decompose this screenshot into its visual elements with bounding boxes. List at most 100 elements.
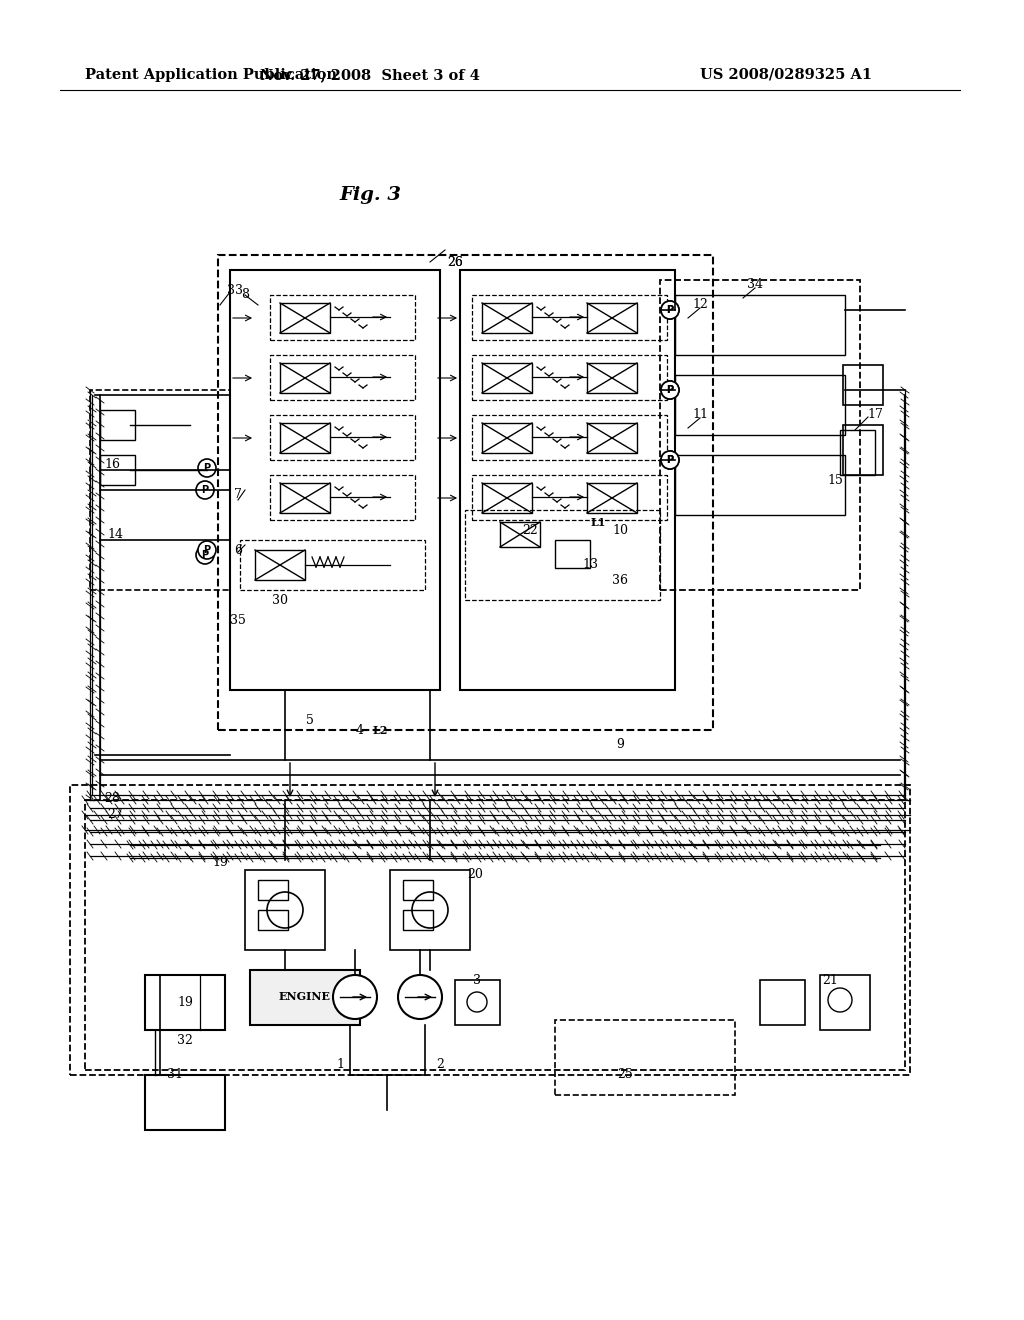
Bar bbox=[500, 521, 540, 546]
Bar bbox=[258, 880, 288, 900]
Text: P: P bbox=[667, 305, 674, 315]
Bar bbox=[390, 870, 470, 950]
Text: P: P bbox=[667, 385, 674, 395]
Bar bbox=[455, 979, 500, 1026]
Text: 3: 3 bbox=[473, 974, 481, 986]
Text: 26: 26 bbox=[447, 256, 463, 268]
Bar bbox=[245, 870, 325, 950]
Circle shape bbox=[198, 541, 216, 558]
Bar bbox=[280, 304, 330, 333]
Text: 19: 19 bbox=[212, 855, 228, 869]
Text: P: P bbox=[202, 550, 209, 560]
Bar bbox=[660, 280, 860, 590]
Bar bbox=[280, 483, 330, 513]
Circle shape bbox=[662, 301, 679, 319]
Text: 34: 34 bbox=[746, 279, 763, 292]
Bar bbox=[145, 1074, 225, 1130]
Bar bbox=[675, 294, 845, 355]
Text: ENGINE: ENGINE bbox=[279, 991, 331, 1002]
Bar bbox=[840, 430, 874, 475]
Text: 26: 26 bbox=[447, 256, 463, 268]
Text: 6: 6 bbox=[234, 544, 242, 557]
Text: 32: 32 bbox=[177, 1034, 193, 1047]
Bar bbox=[258, 909, 288, 931]
Text: 28: 28 bbox=[104, 792, 120, 804]
Text: P: P bbox=[202, 484, 209, 495]
Bar bbox=[403, 880, 433, 900]
Text: 8: 8 bbox=[241, 289, 249, 301]
Bar bbox=[460, 271, 675, 690]
Text: 5: 5 bbox=[306, 714, 314, 726]
Text: 10: 10 bbox=[612, 524, 628, 536]
Bar bbox=[100, 411, 135, 440]
Bar bbox=[403, 909, 433, 931]
Text: 20: 20 bbox=[467, 869, 483, 882]
Circle shape bbox=[662, 381, 679, 399]
Bar bbox=[472, 414, 667, 459]
Text: 21: 21 bbox=[822, 974, 838, 986]
Bar bbox=[145, 975, 225, 1030]
Circle shape bbox=[662, 381, 679, 399]
Text: 35: 35 bbox=[230, 614, 246, 627]
Text: 1: 1 bbox=[336, 1059, 344, 1072]
Text: 17: 17 bbox=[867, 408, 883, 421]
Text: P: P bbox=[204, 463, 211, 473]
Bar bbox=[587, 363, 637, 393]
Circle shape bbox=[333, 975, 377, 1019]
Bar bbox=[482, 363, 532, 393]
Bar bbox=[760, 979, 805, 1026]
Bar bbox=[820, 975, 870, 1030]
Circle shape bbox=[267, 892, 303, 928]
Text: 12: 12 bbox=[692, 298, 708, 312]
Bar bbox=[280, 363, 330, 393]
Text: 19: 19 bbox=[177, 995, 193, 1008]
Text: 33: 33 bbox=[227, 284, 243, 297]
Bar bbox=[100, 455, 135, 484]
Circle shape bbox=[662, 451, 679, 469]
Text: 4: 4 bbox=[356, 723, 364, 737]
Text: 7: 7 bbox=[234, 488, 242, 502]
Bar bbox=[843, 366, 883, 405]
Text: 16: 16 bbox=[104, 458, 120, 471]
Text: 9: 9 bbox=[616, 738, 624, 751]
Text: L2: L2 bbox=[373, 725, 388, 735]
Bar bbox=[85, 800, 905, 1071]
Bar bbox=[270, 414, 415, 459]
Text: 27: 27 bbox=[108, 808, 123, 821]
Bar bbox=[465, 510, 660, 601]
Text: Nov. 27, 2008  Sheet 3 of 4: Nov. 27, 2008 Sheet 3 of 4 bbox=[260, 69, 480, 82]
Text: 2: 2 bbox=[436, 1059, 444, 1072]
Circle shape bbox=[662, 451, 679, 469]
Text: 11: 11 bbox=[692, 408, 708, 421]
Bar bbox=[218, 255, 713, 730]
Bar bbox=[675, 455, 845, 515]
Text: L1: L1 bbox=[590, 516, 605, 528]
Bar bbox=[482, 422, 532, 453]
Bar bbox=[587, 304, 637, 333]
Bar bbox=[843, 425, 883, 475]
Bar bbox=[230, 271, 440, 690]
Circle shape bbox=[196, 480, 214, 499]
Circle shape bbox=[198, 459, 216, 477]
Circle shape bbox=[412, 892, 449, 928]
Bar bbox=[90, 389, 230, 590]
Bar bbox=[255, 550, 305, 579]
Circle shape bbox=[398, 975, 442, 1019]
Text: 15: 15 bbox=[827, 474, 843, 487]
Bar bbox=[482, 304, 532, 333]
Circle shape bbox=[196, 546, 214, 564]
Text: P: P bbox=[667, 385, 674, 395]
Bar bbox=[675, 375, 845, 436]
Bar bbox=[587, 422, 637, 453]
Text: Fig. 3: Fig. 3 bbox=[339, 186, 401, 205]
Bar bbox=[555, 1020, 735, 1096]
Circle shape bbox=[467, 993, 487, 1012]
Bar bbox=[587, 483, 637, 513]
Text: Patent Application Publication: Patent Application Publication bbox=[85, 69, 337, 82]
Bar bbox=[250, 970, 360, 1026]
Bar bbox=[472, 475, 667, 520]
Text: P: P bbox=[667, 455, 674, 465]
Bar bbox=[70, 785, 910, 1074]
Bar bbox=[240, 540, 425, 590]
Text: 30: 30 bbox=[272, 594, 288, 606]
